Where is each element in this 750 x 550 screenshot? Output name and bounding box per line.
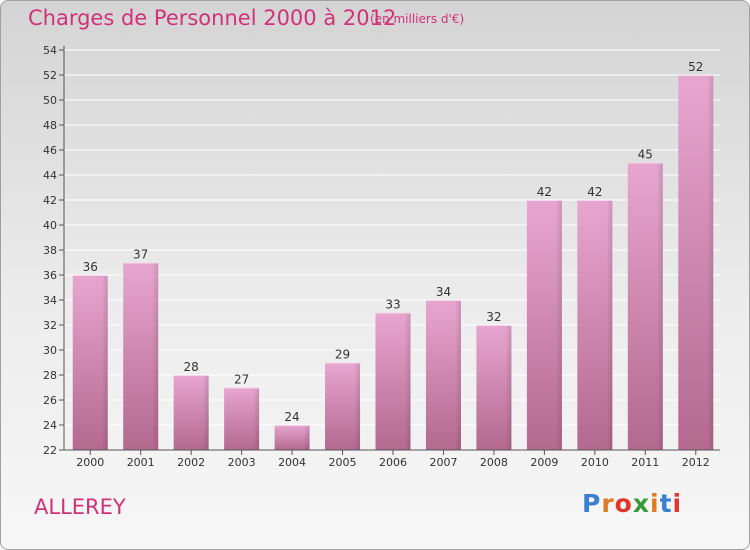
proxiti-logo: Proxiti [582,489,682,518]
y-tick-label: 46 [43,144,57,157]
chart-title: Charges de Personnel 2000 à 2012 [28,6,397,30]
x-tick-label: 2005 [329,456,357,469]
y-tick-label: 28 [43,369,57,382]
x-tick-label: 2002 [177,456,205,469]
brand-letter: i [672,489,683,518]
y-tick-label: 26 [43,394,57,407]
y-tick-label: 42 [43,194,57,207]
y-tick-label: 38 [43,244,57,257]
data-label: 24 [284,410,299,424]
data-label: 33 [385,298,400,312]
data-label: 37 [133,248,148,262]
bar-shade [656,162,663,450]
brand-letter: i [650,489,660,518]
bar-shade [303,425,310,450]
x-tick-label: 2009 [530,456,558,469]
bar-shade [202,375,209,450]
bar-shade [101,275,108,450]
data-label: 29 [335,348,350,362]
x-tick-label: 2000 [76,456,104,469]
y-tick-label: 48 [43,119,57,132]
data-label: 36 [83,260,98,274]
x-axis: 2000 2001 2002 2003 2004 2005 2006 2007 2008 2009… [64,449,720,469]
brand-letter: r [601,489,615,518]
brand-letter: o [614,489,633,518]
bar-shade [354,362,361,450]
data-label: 32 [486,310,501,324]
y-tick-label: 40 [43,219,57,232]
bar-shade [555,200,562,450]
y-tick-label: 32 [43,319,57,332]
y-axis: 22 24 26 28 30 32 34 36 38 40 42 44 46 48 50 52 54 [43,44,65,457]
bar-shade [454,300,461,450]
y-tick-label: 50 [43,94,57,107]
x-tick-label: 2001 [127,456,155,469]
brand-letter: t [659,489,673,518]
brand-letter: x [632,489,650,518]
x-tick-label: 2007 [429,456,457,469]
commune-name: ALLEREY [34,495,126,519]
y-tick-label: 30 [43,344,57,357]
data-label: 28 [184,360,199,374]
bar-shade [707,75,714,450]
data-label: 34 [436,285,451,299]
y-tick-label: 22 [43,444,57,457]
data-label: 42 [587,185,602,199]
bar-shade [253,387,260,450]
x-tick-label: 2010 [581,456,609,469]
data-label: 27 [234,373,249,387]
x-tick-label: 2003 [228,456,256,469]
chart-subtitle: (en milliers d'€) [370,12,465,26]
bar-shade [606,200,613,450]
y-tick-label: 52 [43,69,57,82]
brand-letter: P [582,489,602,518]
bar-shade [505,325,512,450]
data-label: 42 [537,185,552,199]
bar-shade [152,262,159,450]
data-label: 45 [638,148,653,162]
x-tick-label: 2006 [379,456,407,469]
y-tick-label: 44 [43,169,57,182]
data-label: 52 [688,60,703,74]
y-tick-label: 24 [43,419,57,432]
bars [72,75,714,450]
data-labels: 36 37 28 27 24 29 33 34 32 42 42 45 52 [83,60,704,424]
x-tick-label: 2008 [480,456,508,469]
y-tick-label: 34 [43,294,57,307]
y-tick-label: 36 [43,269,57,282]
x-tick-label: 2004 [278,456,306,469]
y-tick-label: 54 [43,44,57,57]
bar-shade [404,312,411,450]
x-tick-label: 2011 [631,456,659,469]
x-tick-label: 2012 [682,456,710,469]
